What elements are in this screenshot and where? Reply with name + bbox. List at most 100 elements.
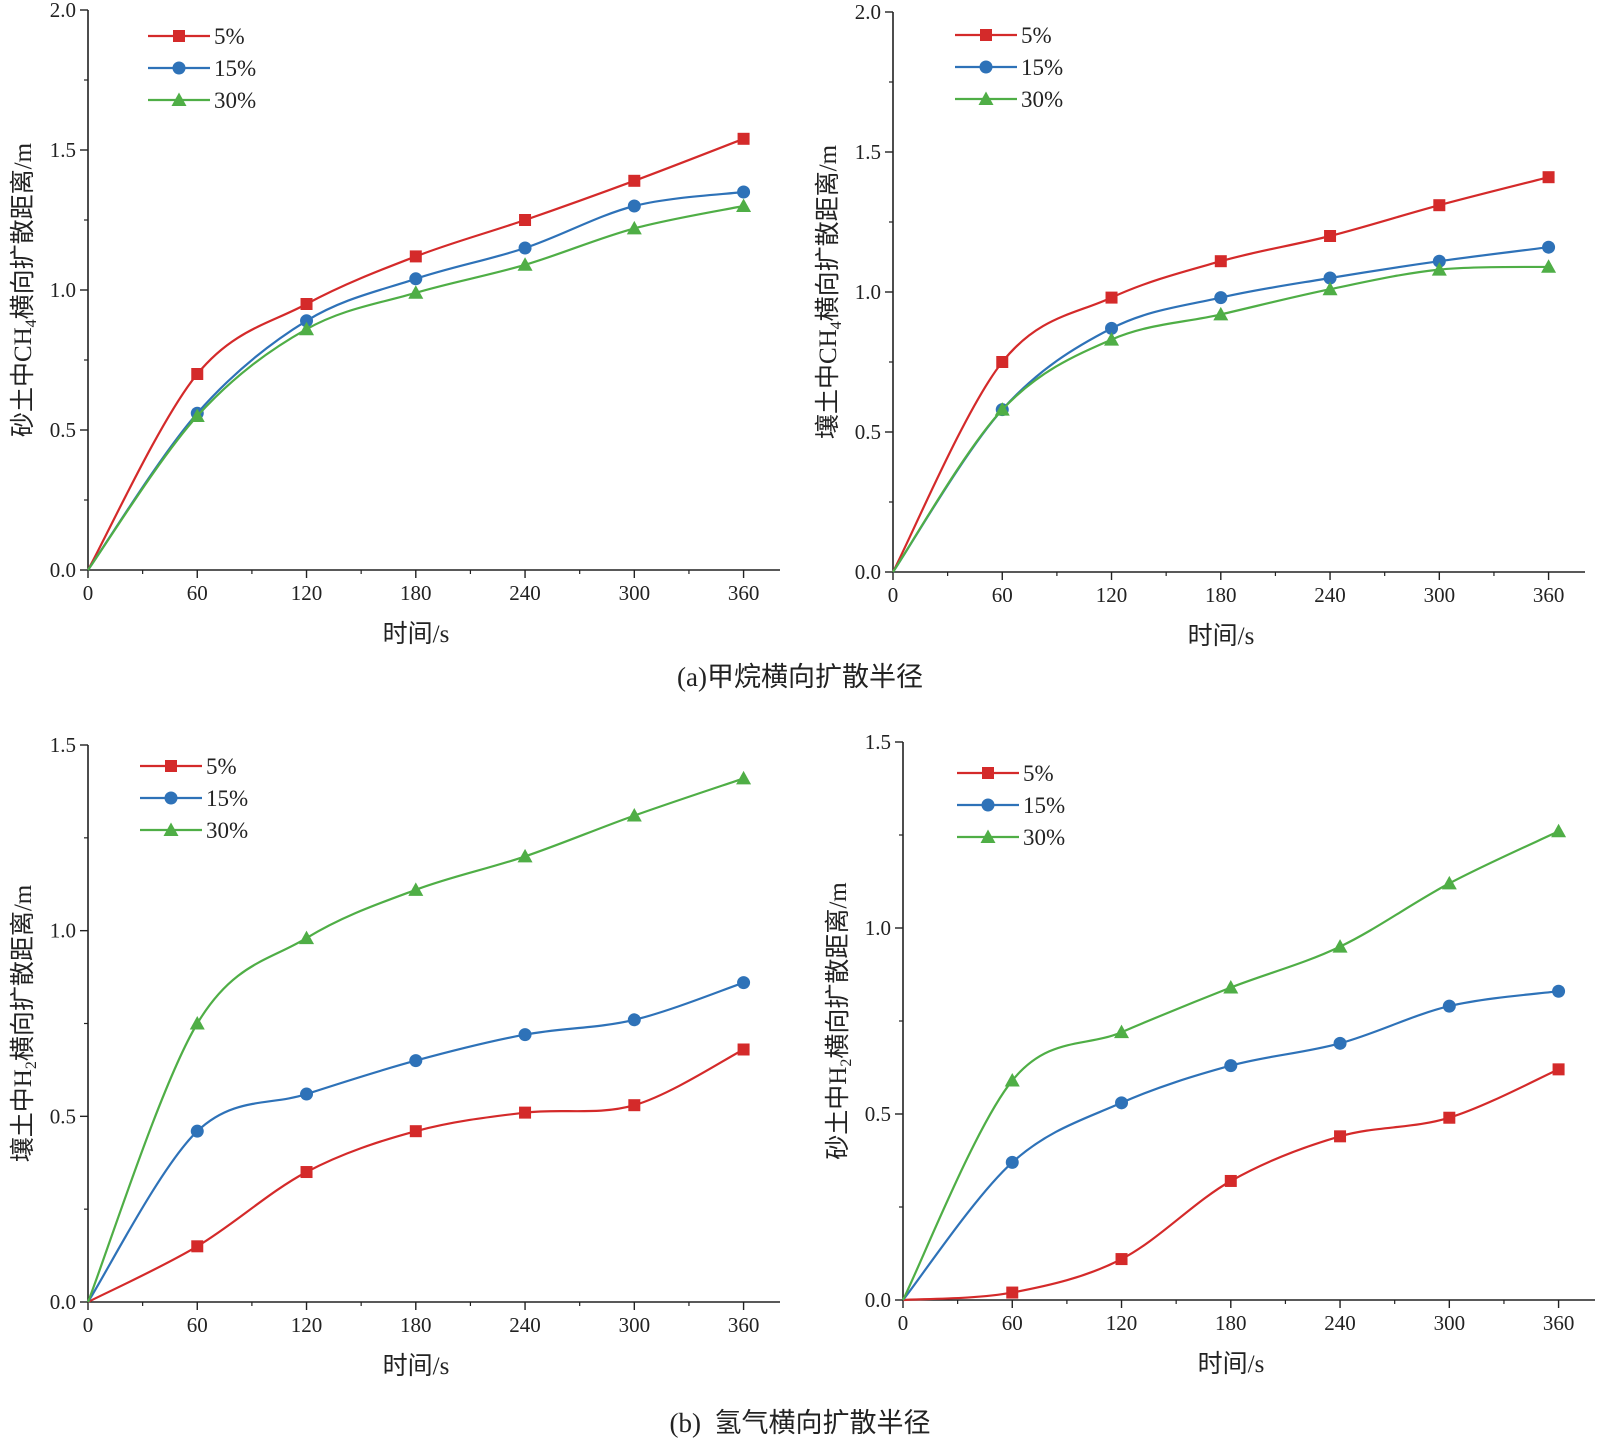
data-point xyxy=(1441,875,1457,890)
x-tick-label: 240 xyxy=(1324,1311,1356,1335)
data-point xyxy=(1323,271,1337,285)
data-point xyxy=(519,1106,532,1119)
series-line xyxy=(86,777,744,1303)
x-tick-label: 300 xyxy=(1434,1311,1466,1335)
x-tick-label: 60 xyxy=(187,1313,208,1337)
data-point xyxy=(517,257,533,271)
data-point xyxy=(190,1124,204,1138)
legend-marker xyxy=(165,760,177,772)
legend-label: 30% xyxy=(214,88,256,113)
x-tick-label: 300 xyxy=(619,581,651,605)
data-point xyxy=(994,402,1010,416)
series-15pct xyxy=(87,976,751,1303)
legend-entry: 15% xyxy=(140,786,248,811)
chart-b-right: 0 60 120 180 240 300 360 0.0 0.5 1.0 1.5 时间/s 砂土中H2横… xyxy=(824,730,1595,1378)
legend-entry: 5% xyxy=(955,23,1052,48)
y-tick-label: 1.0 xyxy=(50,278,76,302)
data-point xyxy=(627,199,641,213)
data-point xyxy=(189,408,205,422)
caption-b: (b) 氢气横向扩散半径 xyxy=(670,1408,931,1438)
data-point xyxy=(1223,980,1239,994)
legend-label: 5% xyxy=(1023,761,1054,786)
data-point xyxy=(299,321,315,336)
y-axis-label: 壤土中H2横向扩散距离/m xyxy=(9,884,40,1162)
x-tick-label: 0 xyxy=(83,581,94,605)
chart-a-right: 0 60 120 180 240 300 360 0.0 0.5 1.0 1.5 2.0 时间/s 壤土中… xyxy=(814,0,1585,650)
data-point xyxy=(1322,281,1338,296)
data-point xyxy=(517,848,533,863)
x-tick-label: 360 xyxy=(728,1313,760,1337)
y-tick-label: 0.0 xyxy=(50,1290,76,1314)
legend-label: 30% xyxy=(1023,825,1065,850)
y-tick-label: 1.0 xyxy=(855,280,881,304)
data-point xyxy=(736,770,752,785)
data-point xyxy=(626,220,642,235)
data-point xyxy=(300,298,313,310)
y-axis-label-rest: 横向扩散距离/m xyxy=(824,882,852,1059)
series-line xyxy=(87,190,744,571)
data-point xyxy=(1431,262,1447,276)
y-axis-label-rest: 横向扩散距离/m xyxy=(9,142,37,319)
data-point xyxy=(1004,1073,1020,1087)
legend-label: 5% xyxy=(206,754,237,779)
caption-a: (a)甲烷横向扩散半径 xyxy=(677,662,923,692)
x-axis-label: 时间/s xyxy=(383,620,450,648)
x-tick-label: 0 xyxy=(888,583,899,607)
x-tick-label: 360 xyxy=(1543,1311,1575,1335)
legend-label: 15% xyxy=(206,786,248,811)
x-tick-label: 180 xyxy=(1215,1311,1247,1335)
data-point xyxy=(408,882,424,896)
x-axis-label: 时间/s xyxy=(1198,1350,1265,1378)
y-axis-label-subscript: 4 xyxy=(23,319,40,327)
legend-label: 5% xyxy=(1021,23,1052,48)
y-axis-label-main: 壤土中CH xyxy=(814,329,842,439)
x-tick-label: 300 xyxy=(1424,583,1456,607)
data-point xyxy=(1542,171,1555,184)
legend-marker xyxy=(173,30,185,42)
data-point xyxy=(408,285,424,299)
data-point xyxy=(1551,823,1567,838)
legend-entry: 15% xyxy=(148,56,256,81)
series-line xyxy=(902,990,1559,1301)
series-30pct xyxy=(86,770,752,1303)
data-point xyxy=(1214,291,1228,305)
y-tick-label: 0.5 xyxy=(50,1104,76,1128)
data-point xyxy=(626,808,642,822)
y-tick-label: 2.0 xyxy=(855,0,881,24)
data-point xyxy=(1105,291,1118,304)
y-axis-label: 砂土中CH4横向扩散距离/m xyxy=(9,142,40,437)
data-point xyxy=(409,272,423,286)
legend-marker xyxy=(982,767,994,779)
data-point xyxy=(1224,1059,1238,1073)
legend-entry: 30% xyxy=(140,818,248,843)
legend-label: 30% xyxy=(1021,87,1063,112)
legend-marker xyxy=(978,91,994,105)
data-point xyxy=(737,976,751,990)
series-15pct xyxy=(87,185,751,571)
x-tick-label: 180 xyxy=(400,1313,432,1337)
x-tick-label: 120 xyxy=(291,1313,323,1337)
series-line xyxy=(892,176,1549,573)
series-15pct xyxy=(902,984,1566,1301)
data-point xyxy=(191,1240,204,1253)
legend-marker xyxy=(172,61,186,75)
data-point xyxy=(300,314,314,328)
data-point xyxy=(518,241,532,255)
legend-entry: 5% xyxy=(140,754,237,779)
legend-marker xyxy=(171,92,187,106)
data-point xyxy=(1115,1096,1129,1110)
data-point xyxy=(1542,240,1556,254)
legend-marker xyxy=(981,798,995,812)
x-tick-label: 60 xyxy=(187,581,208,605)
legend-label: 30% xyxy=(206,818,248,843)
x-tick-label: 240 xyxy=(509,581,541,605)
data-point xyxy=(627,1013,641,1027)
legend-label: 5% xyxy=(214,24,245,49)
legend-marker xyxy=(164,791,178,805)
data-point xyxy=(189,1016,205,1030)
legend-entry: 15% xyxy=(957,793,1065,818)
data-point xyxy=(1432,254,1446,268)
y-axis-label-rest: 横向扩散距离/m xyxy=(9,884,37,1061)
x-tick-label: 60 xyxy=(992,583,1013,607)
